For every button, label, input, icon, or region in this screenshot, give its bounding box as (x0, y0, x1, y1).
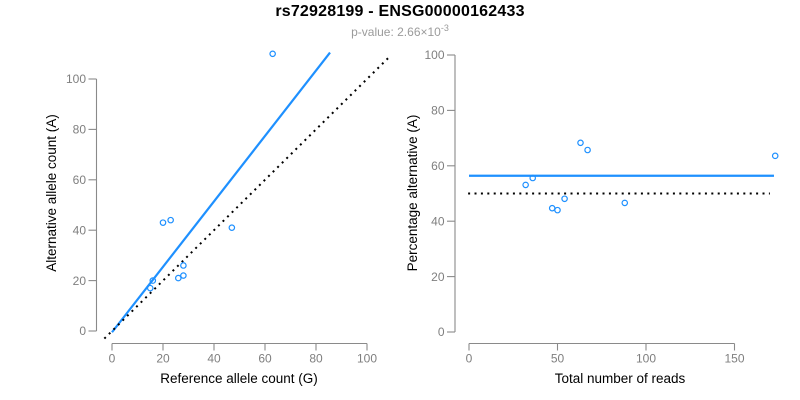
data-point (561, 195, 568, 203)
data-point (146, 284, 154, 292)
x-axis-title: Reference allele count (G) (160, 371, 318, 386)
y-tick-label: 80 (73, 123, 87, 137)
data-point (522, 181, 529, 189)
data-point (621, 199, 629, 207)
allele-count-scatter-panel: 0 20 40 60 80 100 0 20 40 60 80 100 Reference allele… (44, 50, 391, 386)
y-axis-title: Alternative allele count (A) (44, 114, 59, 272)
data-point (167, 216, 174, 224)
data-point (180, 262, 187, 269)
data-point (228, 224, 236, 231)
pvalue-exponent: -3 (440, 23, 449, 33)
identity-line (103, 55, 391, 340)
data-point (584, 146, 591, 154)
y-tick-label: 40 (431, 214, 445, 228)
y-tick-label: 60 (431, 159, 445, 173)
x-tick-label: 40 (207, 352, 221, 366)
data-point (529, 174, 537, 182)
y-tick-label: 0 (79, 324, 86, 338)
x-tick-label: 150 (724, 352, 744, 366)
y-tick-label: 100 (66, 72, 86, 86)
x-tick-label: 60 (258, 352, 272, 366)
data-point (149, 277, 157, 284)
x-tick-label: 80 (309, 352, 323, 366)
x-tick-label: 0 (466, 352, 473, 366)
x-tick-label: 100 (636, 352, 656, 366)
data-point (159, 219, 167, 226)
y-axis-title: Percentage alternative (A) (405, 115, 420, 272)
y-tick-label: 60 (73, 173, 87, 187)
x-axis-title: Total number of reads (555, 371, 686, 386)
data-point (269, 50, 276, 58)
pvalue-text: p-value: 2.66×10 (351, 25, 441, 39)
data-point (771, 152, 779, 160)
data-point (577, 139, 584, 147)
percentage-scatter-panel: 0 20 40 60 80 100 0 50 100 150 Total number of rea… (405, 48, 779, 386)
x-tick-label: 0 (109, 352, 116, 366)
y-tick-label: 100 (424, 48, 444, 62)
data-point (175, 274, 182, 282)
y-tick-label: 80 (431, 104, 445, 118)
figure-title: rs72928199 - ENSG00000162433 (275, 3, 525, 20)
x-tick-label: 50 (551, 352, 565, 366)
fit-line (111, 51, 331, 333)
x-tick-label: 100 (357, 352, 377, 366)
y-tick-label: 20 (73, 274, 87, 288)
data-point (554, 206, 561, 214)
x-tick-label: 20 (156, 352, 170, 366)
y-tick-label: 20 (431, 270, 445, 284)
figure-subtitle: p-value: 2.66×10-3 (0, 23, 800, 39)
y-tick-label: 40 (73, 223, 87, 237)
y-tick-label: 0 (438, 325, 445, 339)
data-point (180, 272, 187, 279)
data-point (548, 204, 556, 212)
